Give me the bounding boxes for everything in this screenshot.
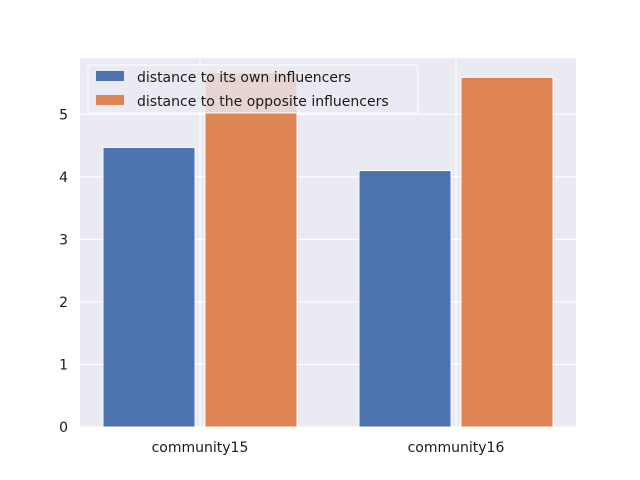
legend-frame bbox=[87, 64, 419, 114]
y-axis-ticks: 0 1 2 3 4 5 bbox=[59, 107, 68, 436]
x-tick-label-community16: community16 bbox=[408, 440, 505, 456]
y-tick-label-5: 5 bbox=[59, 107, 68, 123]
bars bbox=[102, 71, 554, 428]
x-axis-ticks: community15 community16 bbox=[152, 440, 505, 456]
bar-community16-series-0 bbox=[358, 170, 452, 428]
bar-community15-series-1 bbox=[204, 71, 298, 428]
y-tick-label-2: 2 bbox=[59, 295, 68, 311]
bar-community15-series-0 bbox=[102, 146, 196, 428]
legend-swatch-own bbox=[96, 71, 124, 81]
y-tick-label-3: 3 bbox=[59, 232, 68, 248]
y-tick-label-0: 0 bbox=[59, 420, 68, 436]
x-tick-label-community15: community15 bbox=[152, 440, 249, 456]
legend-swatch-opposite bbox=[96, 95, 124, 105]
bar-community16-series-1 bbox=[460, 76, 554, 428]
y-tick-label-1: 1 bbox=[59, 357, 68, 373]
legend-label-own: distance to its own influencers bbox=[137, 70, 351, 86]
legend: distance to its own influencers distance… bbox=[87, 64, 419, 114]
y-tick-label-4: 4 bbox=[59, 170, 68, 186]
legend-label-opposite: distance to the opposite influencers bbox=[137, 94, 389, 110]
